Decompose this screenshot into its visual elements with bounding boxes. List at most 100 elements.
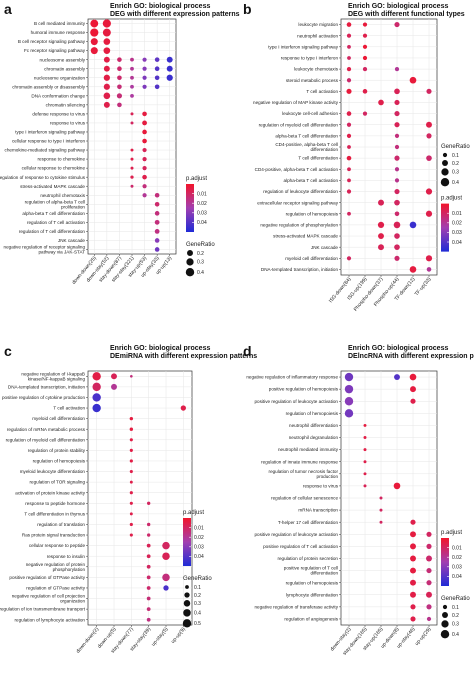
term-label-line: negative regulation of I-kappaB (21, 371, 85, 376)
size-legend-tick-label: 0.3 (197, 260, 204, 266)
data-point (154, 211, 160, 216)
data-point (162, 552, 170, 560)
term-label-line: pathway via JAK-STAT (38, 250, 85, 255)
size-legend-dot (442, 160, 448, 166)
term-label-line: kinase/NF-kappaB signaling (28, 376, 86, 381)
term-label: activation of protein kinase activity (15, 490, 85, 495)
size-legend-dot (442, 612, 448, 618)
data-point (154, 247, 160, 252)
data-point (103, 65, 110, 72)
data-point (344, 384, 354, 394)
data-point (142, 57, 147, 62)
data-point (146, 617, 151, 622)
term-label-line: response to insulin (47, 554, 86, 559)
data-point (142, 138, 147, 144)
data-point (362, 33, 368, 38)
data-point (394, 66, 400, 72)
data-point (146, 554, 151, 559)
term-label-line: regulation of translation (37, 522, 85, 527)
term-label: positive regulation of T cell activation (263, 544, 338, 549)
data-point (363, 484, 367, 488)
data-point (154, 57, 160, 62)
data-point (426, 567, 432, 574)
term-label: positive regulation of T cell differentia… (284, 566, 339, 576)
data-point (130, 148, 134, 152)
data-point (347, 211, 351, 216)
size-legend-dot (442, 152, 448, 158)
data-point (166, 56, 173, 63)
term-label-line: CD4-positive, alpha-beta T cell activati… (255, 167, 339, 172)
term-label: regulation of angiogenesis (284, 617, 338, 622)
color-legend-title: p.adjust (183, 510, 204, 516)
term-label: leukocyte migration (298, 22, 338, 27)
size-legend-tick-label: 0.4 (452, 632, 459, 638)
term-label: regulation of translation (37, 522, 85, 527)
term-label: positive regulation of hemopoiesis (269, 387, 339, 392)
data-point (426, 616, 432, 622)
data-point (426, 555, 432, 562)
term-label-line: neutrophil degranulation (289, 435, 339, 440)
term-label-line: regulation of angiogenesis (284, 617, 338, 622)
term-label-line: proliferation (61, 204, 85, 209)
term-label-line: chromatin silencing (46, 102, 86, 107)
data-point (90, 38, 98, 46)
category-label: up-up(9) (170, 626, 187, 645)
size-legend-dot (185, 268, 195, 277)
data-point (146, 543, 151, 548)
term-label: response to virus (50, 121, 86, 126)
term-label: leukocyte chemotaxis (294, 67, 339, 72)
size-legend-title: GeneRatio (183, 576, 212, 582)
data-point (347, 145, 351, 149)
term-label-line: regulation of innate immune response (261, 459, 338, 464)
color-legend-tick-label: 0.01 (452, 211, 462, 217)
term-label: positive regulation of leukocyte activat… (254, 399, 338, 404)
data-point (103, 47, 111, 54)
data-point (378, 233, 384, 240)
term-label-line: regulation of leukocyte differentiation (263, 189, 338, 194)
data-point (346, 78, 352, 83)
term-label-line: type I interferon signaling pathway (268, 44, 338, 49)
size-legend-dot (185, 585, 189, 589)
data-point (102, 19, 111, 28)
data-point (394, 133, 400, 138)
data-point (146, 586, 151, 590)
term-label: cellular response to peptide (29, 543, 86, 548)
term-label: regulation of response to cytokine stimu… (0, 175, 86, 180)
data-point (142, 147, 147, 153)
color-legend-title: p.adjust (186, 176, 207, 182)
data-point (410, 567, 416, 574)
color-legend-tick-label: 0.03 (452, 230, 462, 236)
term-label: alpha-beta T cell differentiation (275, 133, 338, 138)
data-point (103, 101, 110, 108)
term-label-line: negative regulation of receptor signalin… (4, 245, 86, 250)
term-label: regulation of hemopoiesis (286, 411, 339, 416)
term-label: regulation of leukocyte differentiation (263, 189, 338, 194)
term-label-line: T cell differentiation (298, 156, 338, 161)
term-label: neutrophil differentiation (289, 423, 338, 428)
data-point (146, 607, 151, 612)
color-legend-tick-label: 0.04 (194, 554, 204, 560)
term-label: regulation of T cell activation (27, 220, 85, 225)
data-point (394, 211, 400, 217)
term-label: negative regulation of I-kappaB kinase/NF… (21, 371, 85, 381)
data-point (102, 28, 111, 37)
data-point (394, 155, 400, 161)
size-legend-dot (186, 258, 194, 266)
data-point (166, 74, 173, 81)
term-label: chromatin assembly (44, 66, 86, 71)
term-label: mRNA transcription (298, 508, 338, 513)
color-legend-tick-label: 0.04 (197, 220, 207, 226)
data-point (378, 199, 384, 206)
term-label-line: response to peptide hormone (25, 501, 85, 506)
data-point (426, 580, 432, 586)
data-point (142, 111, 147, 117)
term-label: neutrophil activation (297, 33, 338, 38)
term-label: defense response to virus (32, 112, 85, 117)
chart-title: Enrich GO: biological process (348, 3, 448, 10)
data-point (362, 89, 368, 94)
term-label-line: negative regulation of inflammatory resp… (246, 375, 338, 380)
data-point (426, 591, 432, 598)
term-label-line: response to virus (50, 121, 86, 126)
